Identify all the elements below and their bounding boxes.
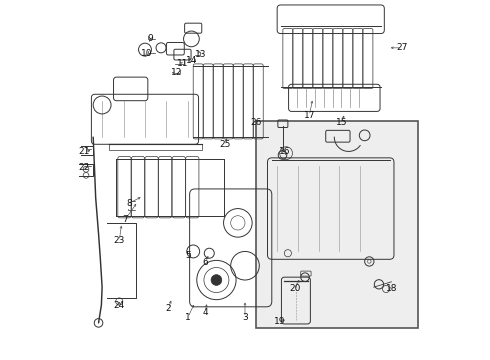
Text: 16: 16 [278, 147, 290, 156]
Text: 9: 9 [147, 35, 153, 44]
Text: 3: 3 [242, 313, 248, 322]
Text: 26: 26 [250, 118, 261, 127]
Text: 27: 27 [396, 43, 408, 52]
Text: 13: 13 [196, 50, 207, 59]
Text: 21: 21 [78, 147, 90, 156]
Text: 19: 19 [274, 316, 286, 325]
Text: 24: 24 [114, 301, 125, 310]
Text: 10: 10 [141, 49, 152, 58]
Text: 4: 4 [202, 308, 208, 317]
Text: 11: 11 [177, 59, 188, 68]
Text: 20: 20 [289, 284, 301, 293]
Text: 1: 1 [185, 313, 191, 322]
Text: 18: 18 [387, 284, 398, 293]
Text: 6: 6 [203, 258, 209, 267]
Text: 14: 14 [186, 56, 198, 65]
Text: 7: 7 [122, 215, 128, 224]
Text: 25: 25 [220, 140, 231, 149]
Text: 8: 8 [126, 199, 132, 208]
Text: 23: 23 [114, 236, 125, 245]
Text: 12: 12 [172, 68, 183, 77]
Text: 22: 22 [78, 163, 89, 172]
Text: 17: 17 [303, 111, 315, 120]
Text: 15: 15 [336, 118, 347, 127]
Text: 2: 2 [166, 304, 171, 313]
Bar [109, 144, 202, 150]
Bar [256, 121, 418, 328]
Circle shape [211, 275, 222, 285]
Text: 5: 5 [185, 251, 191, 260]
